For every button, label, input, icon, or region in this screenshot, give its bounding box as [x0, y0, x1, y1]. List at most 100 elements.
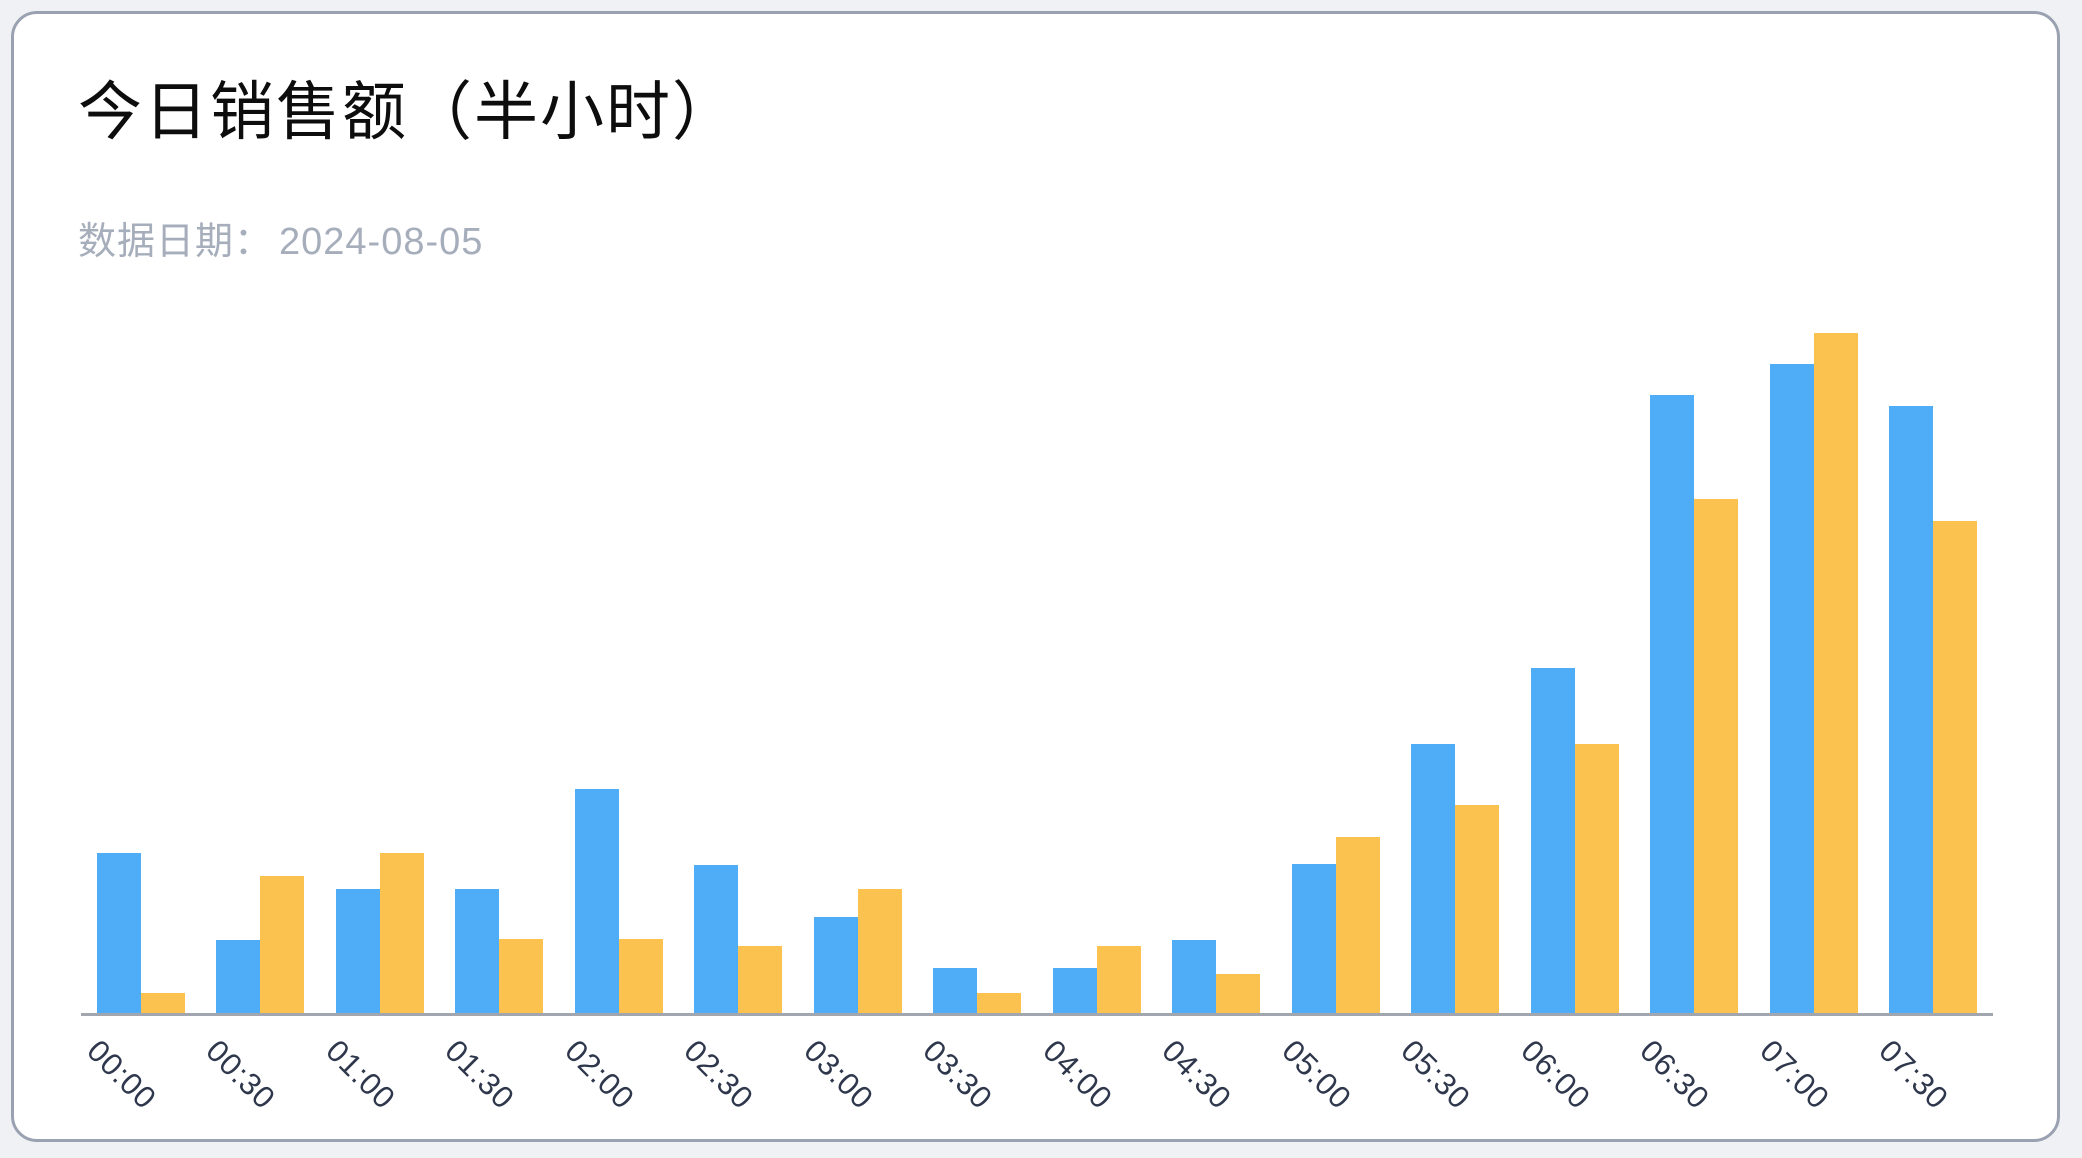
sales-chart-card: 今日销售额（半小时） 数据日期： 2024-08-05 00:00 00:30 01:… — [11, 11, 2060, 1142]
bar-pair — [1411, 743, 1500, 1013]
bar-group-04:30 — [1157, 333, 1277, 1013]
bar-pair — [1291, 836, 1380, 1013]
bar-pair — [1530, 668, 1619, 1013]
subtitle-date: 2024-08-05 — [279, 221, 484, 263]
x-axis-label-cell: 03:00 — [797, 1027, 918, 1137]
bar-blue-00:00[interactable] — [96, 852, 141, 1013]
bar-pair — [1889, 406, 1978, 1013]
bar-blue-03:00[interactable] — [813, 917, 858, 1013]
x-axis-label-cell: 04:30 — [1156, 1027, 1277, 1137]
bar-blue-04:00[interactable] — [1052, 968, 1097, 1013]
bar-blue-01:00[interactable] — [335, 888, 380, 1013]
x-axis-label-cell: 01:00 — [319, 1027, 440, 1137]
x-axis-label: 01:30 — [438, 1033, 522, 1117]
bar-group-03:00 — [798, 333, 918, 1013]
bar-yellow-01:00[interactable] — [379, 852, 424, 1013]
bar-group-05:30 — [1396, 333, 1516, 1013]
chart-title: 今日销售额（半小时） — [78, 76, 738, 148]
x-axis-labels: 00:00 00:30 01:00 01:30 02:00 02:30 03:00 03:30… — [80, 1027, 1994, 1137]
bar-group-03:30 — [918, 333, 1038, 1013]
bar-yellow-04:30[interactable] — [1216, 973, 1261, 1013]
bar-yellow-02:30[interactable] — [738, 945, 783, 1013]
x-axis-label: 00:00 — [80, 1033, 164, 1117]
bar-pair — [96, 852, 185, 1013]
bar-blue-05:00[interactable] — [1291, 864, 1336, 1013]
bar-pair — [455, 888, 544, 1013]
x-axis-label-cell: 07:30 — [1872, 1027, 1994, 1137]
bar-yellow-07:30[interactable] — [1933, 521, 1978, 1013]
x-axis-label: 07:00 — [1753, 1033, 1837, 1117]
bar-blue-06:30[interactable] — [1650, 394, 1695, 1013]
bar-yellow-06:00[interactable] — [1574, 743, 1619, 1013]
x-axis-label: 00:30 — [199, 1033, 283, 1117]
bar-group-02:00 — [559, 333, 679, 1013]
bar-yellow-01:30[interactable] — [499, 938, 544, 1013]
x-axis-label-cell: 01:30 — [438, 1027, 560, 1137]
bar-yellow-03:30[interactable] — [977, 993, 1022, 1013]
x-axis-label-cell: 02:00 — [558, 1027, 679, 1137]
bar-yellow-00:00[interactable] — [140, 993, 185, 1013]
x-axis-line — [81, 1013, 1993, 1016]
x-axis-label-cell: 06:00 — [1514, 1027, 1635, 1137]
bar-blue-04:30[interactable] — [1172, 939, 1217, 1013]
x-axis-label: 05:30 — [1394, 1033, 1478, 1117]
bar-pair — [1769, 333, 1858, 1013]
bar-group-04:00 — [1037, 333, 1157, 1013]
x-axis-label: 03:00 — [797, 1033, 881, 1117]
bar-blue-01:30[interactable] — [455, 888, 500, 1013]
bar-blue-02:30[interactable] — [694, 864, 739, 1013]
bar-yellow-02:00[interactable] — [618, 938, 663, 1013]
bar-group-02:30 — [679, 333, 799, 1013]
bar-yellow-05:30[interactable] — [1455, 804, 1500, 1013]
bar-pair — [694, 864, 783, 1013]
bar-group-06:00 — [1515, 333, 1635, 1013]
bar-pair — [1172, 939, 1261, 1013]
bar-yellow-04:00[interactable] — [1096, 945, 1141, 1013]
bar-blue-06:00[interactable] — [1530, 668, 1575, 1013]
bar-pair — [813, 888, 902, 1013]
bar-group-07:30 — [1874, 333, 1994, 1013]
bar-blue-07:00[interactable] — [1769, 364, 1814, 1013]
x-axis-label-cell: 04:00 — [1036, 1027, 1157, 1137]
bar-yellow-00:30[interactable] — [260, 875, 305, 1013]
bar-pair — [1650, 394, 1739, 1013]
bar-chart: 00:00 00:30 01:00 01:30 02:00 02:30 03:00 03:30… — [80, 14, 1994, 1145]
bar-yellow-07:00[interactable] — [1813, 333, 1858, 1013]
bar-pair — [216, 875, 305, 1013]
bar-group-00:30 — [201, 333, 321, 1013]
bar-pair — [1052, 945, 1141, 1013]
x-axis-label: 02:00 — [558, 1033, 642, 1117]
bar-blue-00:30[interactable] — [216, 939, 261, 1013]
x-axis-label-cell: 00:30 — [199, 1027, 321, 1137]
bar-group-00:00 — [81, 333, 201, 1013]
bar-yellow-05:00[interactable] — [1335, 836, 1380, 1013]
x-axis-label: 03:30 — [916, 1033, 1000, 1117]
x-axis-label-cell: 05:00 — [1275, 1027, 1396, 1137]
x-axis-label-cell: 03:30 — [916, 1027, 1038, 1137]
x-axis-label: 04:00 — [1036, 1033, 1120, 1117]
x-axis-label-cell: 02:30 — [678, 1027, 799, 1137]
chart-subtitle: 数据日期： 2024-08-05 — [78, 210, 483, 265]
x-axis-label: 06:00 — [1514, 1033, 1598, 1117]
bar-group-01:30 — [440, 333, 560, 1013]
bar-group-07:00 — [1754, 333, 1874, 1013]
bar-blue-02:00[interactable] — [574, 788, 619, 1013]
subtitle-label: 数据日期： — [78, 221, 274, 263]
bar-group-01:00 — [320, 333, 440, 1013]
bar-yellow-03:00[interactable] — [857, 888, 902, 1013]
x-axis-label-cell: 06:30 — [1633, 1027, 1755, 1137]
bar-pair — [335, 852, 424, 1013]
x-axis-label: 07:30 — [1872, 1033, 1956, 1117]
x-axis-label: 06:30 — [1633, 1033, 1717, 1117]
bar-group-06:30 — [1635, 333, 1755, 1013]
bar-blue-07:30[interactable] — [1889, 406, 1934, 1013]
x-axis-label: 01:00 — [319, 1033, 403, 1117]
bar-yellow-06:30[interactable] — [1694, 498, 1739, 1013]
bar-blue-03:30[interactable] — [933, 968, 978, 1013]
x-axis-label-cell: 00:00 — [80, 1027, 201, 1137]
chart-plot-area — [81, 333, 1993, 1013]
bar-blue-05:30[interactable] — [1411, 743, 1456, 1013]
bar-group-05:00 — [1276, 333, 1396, 1013]
bar-pair — [574, 788, 663, 1013]
